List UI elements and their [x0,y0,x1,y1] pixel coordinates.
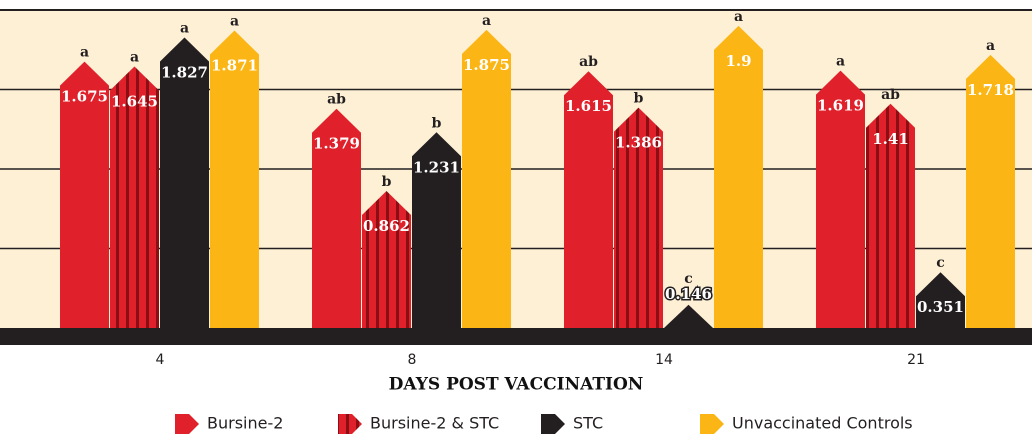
significance-letter: c [936,255,945,271]
bar [312,108,361,328]
legend-label: STC [573,414,603,433]
significance-letter: a [482,13,491,29]
significance-letter: a [734,9,743,25]
significance-letter: a [836,54,845,70]
bar [462,29,511,328]
value-label: 1.619 [817,97,864,115]
bar [160,37,209,329]
bar [210,30,259,329]
value-label: 1.871 [211,57,258,75]
bar [412,132,461,328]
legend-swatch [338,414,362,434]
bar [816,70,865,328]
x-tick-label: 8 [408,352,417,368]
value-label: 0.862 [363,217,410,235]
bar [966,54,1015,328]
value-label: 1.386 [615,134,662,152]
significance-letter: ab [881,87,900,103]
significance-letter: ab [327,92,346,108]
value-label: 1.379 [313,135,360,153]
bar [866,103,915,328]
value-label: 1.675 [61,88,108,106]
bar [916,272,965,328]
bar [614,107,663,328]
significance-letter: b [382,174,392,190]
bar [714,25,763,329]
x-axis-label: DAYS POST VACCINATION [389,375,644,395]
significance-letter: c [684,271,693,287]
value-label: 0.146 [665,285,712,303]
significance-letter: a [986,38,995,54]
x-tick-label: 4 [156,352,165,368]
bar [60,61,109,329]
value-label: 1.875 [463,56,510,74]
significance-letter: b [634,91,644,107]
bar [564,71,613,328]
baseline-band [0,328,1032,345]
value-label: 1.9 [725,52,751,70]
legend-swatch [175,414,199,434]
x-tick-label: 21 [907,352,925,368]
significance-letter: a [230,14,239,30]
significance-letter: ab [579,54,598,70]
value-label: 1.645 [111,92,158,110]
bar [110,66,159,328]
value-label: 1.231 [413,158,460,176]
legend-label: Bursine-2 [207,414,283,433]
value-label: 0.351 [917,298,964,316]
value-label: 1.41 [872,130,909,148]
legend-swatch [541,414,565,434]
x-tick-label: 14 [655,352,673,368]
legend-label: Unvaccinated Controls [732,414,913,433]
value-label: 1.827 [161,64,208,82]
legend-label: Bursine-2 & STC [370,414,499,433]
value-label: 1.718 [967,81,1014,99]
significance-letter: a [180,21,189,37]
bar [664,304,713,328]
significance-letter: b [432,115,442,131]
value-label: 1.615 [565,97,612,115]
bar [362,190,411,328]
significance-letter: a [130,49,139,65]
significance-letter: a [80,45,89,61]
legend-swatch [700,414,724,434]
